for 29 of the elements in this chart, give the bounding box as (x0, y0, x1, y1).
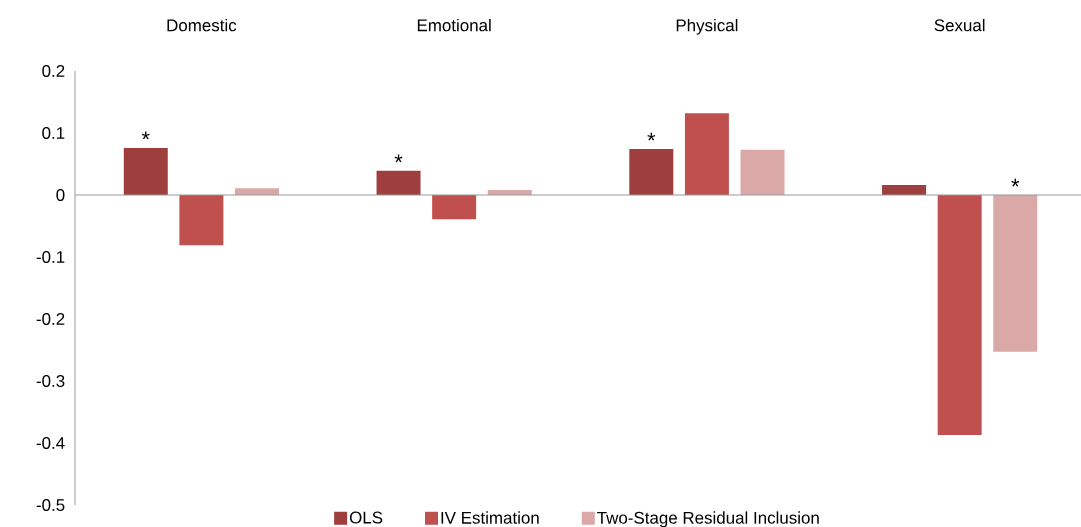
y-tick-label: -0.4 (36, 437, 65, 449)
bar (740, 149, 785, 195)
annotation: * (394, 154, 403, 163)
x-tick-label: Physical (676, 18, 738, 35)
legend-label: IV Estimation (441, 511, 539, 524)
annotation: * (647, 132, 656, 141)
legend-label: OLS (349, 511, 383, 524)
y-tick-label: -0.2 (36, 313, 65, 325)
bar (684, 113, 729, 195)
bar (629, 149, 674, 195)
bar (432, 195, 477, 220)
x-tick-label: Emotional (417, 18, 491, 32)
bar (882, 185, 927, 195)
x-tick-label: Domestic (167, 18, 237, 32)
y-tick-label: 0 (56, 189, 65, 201)
legend-label: Two-Stage Residual Inclusion (597, 511, 819, 527)
x-tick-label: Sexual (934, 18, 985, 32)
y-tick-label: 0.2 (42, 65, 65, 77)
annotation: * (1011, 178, 1020, 187)
bar (123, 147, 168, 195)
y-tick-label: 0.1 (42, 127, 65, 139)
annotation: * (141, 131, 150, 140)
y-tick-label: -0.5 (36, 499, 65, 511)
bar (376, 170, 421, 195)
bar (179, 195, 224, 246)
bar (993, 195, 1038, 352)
y-tick-label: -0.1 (36, 251, 65, 263)
y-tick-label: -0.3 (36, 375, 65, 387)
bar (937, 195, 982, 435)
